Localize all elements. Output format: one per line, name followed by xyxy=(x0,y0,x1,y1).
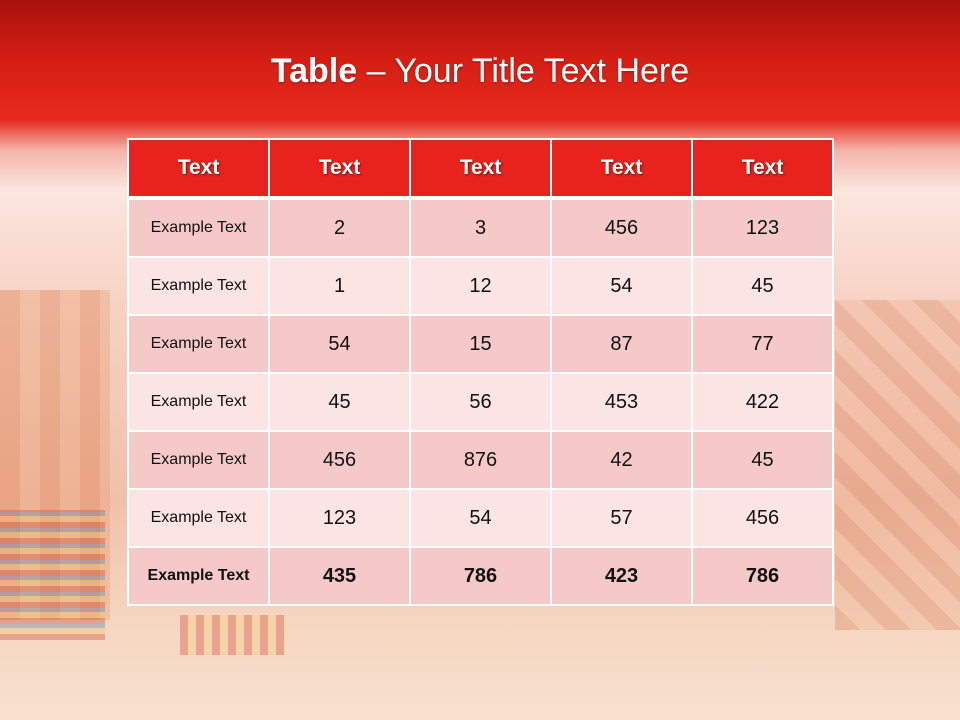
value-cell: 54 xyxy=(550,256,693,316)
table-row: Example Text 2 3 456 123 xyxy=(127,197,834,258)
table-total-row: Example Text 435 786 423 786 xyxy=(127,546,834,606)
column-header: Text xyxy=(127,138,270,200)
background-bag-left xyxy=(0,290,110,620)
value-cell: 456 xyxy=(550,197,693,258)
row-label-cell: Example Text xyxy=(127,546,270,606)
value-cell: 786 xyxy=(409,546,552,606)
column-header: Text xyxy=(268,138,411,200)
value-cell: 56 xyxy=(409,372,552,432)
value-cell: 3 xyxy=(409,197,552,258)
column-header: Text xyxy=(691,138,834,200)
value-cell: 435 xyxy=(268,546,411,606)
value-cell: 456 xyxy=(691,488,834,548)
value-cell: 77 xyxy=(691,314,834,374)
value-cell: 42 xyxy=(550,430,693,490)
value-cell: 45 xyxy=(691,430,834,490)
row-label-cell: Example Text xyxy=(127,197,270,258)
table-row: Example Text 45 56 453 422 xyxy=(127,372,834,432)
value-cell: 54 xyxy=(268,314,411,374)
value-cell: 54 xyxy=(409,488,552,548)
row-label-cell: Example Text xyxy=(127,314,270,374)
slide-title: Table – Your Title Text Here xyxy=(270,52,690,90)
value-cell: 45 xyxy=(691,256,834,316)
column-header: Text xyxy=(550,138,693,200)
row-label-cell: Example Text xyxy=(127,372,270,432)
value-cell: 423 xyxy=(550,546,693,606)
value-cell: 15 xyxy=(409,314,552,374)
data-table: Text Text Text Text Text Example Text 2 3 4… xyxy=(127,138,834,606)
table-header-row: Text Text Text Text Text xyxy=(127,138,834,200)
value-cell: 123 xyxy=(268,488,411,548)
table-row: Example Text 1 12 54 45 xyxy=(127,256,834,316)
background-box-bottom xyxy=(180,615,285,655)
value-cell: 2 xyxy=(268,197,411,258)
value-cell: 45 xyxy=(268,372,411,432)
value-cell: 123 xyxy=(691,197,834,258)
value-cell: 12 xyxy=(409,256,552,316)
row-label-cell: Example Text xyxy=(127,488,270,548)
value-cell: 786 xyxy=(691,546,834,606)
row-label-cell: Example Text xyxy=(127,430,270,490)
table-row: Example Text 123 54 57 456 xyxy=(127,488,834,548)
table-row: Example Text 456 876 42 45 xyxy=(127,430,834,490)
background-bag-right xyxy=(835,300,960,630)
column-header: Text xyxy=(409,138,552,200)
value-cell: 1 xyxy=(268,256,411,316)
value-cell: 87 xyxy=(550,314,693,374)
background-box-left xyxy=(0,510,105,640)
value-cell: 57 xyxy=(550,488,693,548)
value-cell: 422 xyxy=(691,372,834,432)
value-cell: 876 xyxy=(409,430,552,490)
value-cell: 456 xyxy=(268,430,411,490)
table-row: Example Text 54 15 87 77 xyxy=(127,314,834,374)
value-cell: 453 xyxy=(550,372,693,432)
row-label-cell: Example Text xyxy=(127,256,270,316)
